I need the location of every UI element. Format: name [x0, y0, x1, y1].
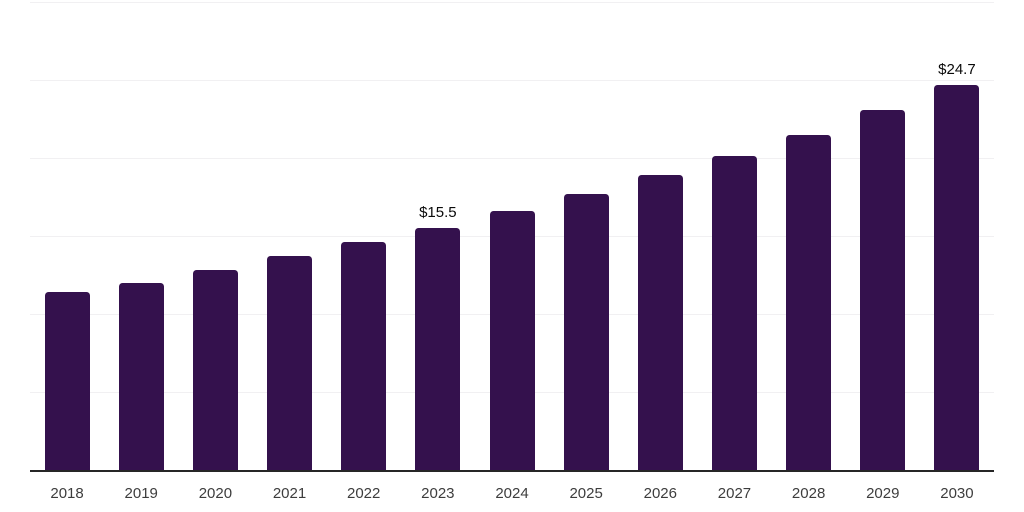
bar-2025 — [563, 193, 609, 470]
x-tick-2020: 2020 — [198, 485, 233, 502]
gridline-y-30 — [30, 2, 994, 3]
bar-value-label-2030: $24.7 — [938, 60, 976, 78]
x-tick-2023: 2023 — [421, 485, 455, 502]
bar-2030 — [934, 84, 980, 470]
x-tick-2025: 2025 — [569, 485, 603, 502]
bar-value-label-2023: $15.5 — [419, 204, 457, 222]
bar-2023 — [415, 228, 461, 470]
bar-2019 — [118, 282, 164, 470]
x-tick-2021: 2021 — [272, 485, 307, 502]
bar-2028 — [786, 134, 832, 470]
bar-2029 — [860, 109, 906, 470]
bar-2026 — [637, 175, 683, 470]
x-tick-2029: 2029 — [866, 485, 900, 502]
x-tick-2028: 2028 — [791, 485, 826, 502]
bar-2021 — [267, 256, 313, 470]
bar-2027 — [711, 156, 757, 470]
x-tick-2019: 2019 — [124, 485, 158, 502]
x-tick-2018: 2018 — [50, 485, 84, 502]
x-tick-2024: 2024 — [495, 485, 529, 502]
gridline-y-20 — [30, 158, 994, 159]
gridline-y-25 — [30, 80, 994, 81]
bar-2022 — [341, 242, 387, 470]
x-tick-2022: 2022 — [347, 485, 381, 502]
bar-2018 — [44, 292, 90, 470]
x-tick-2027: 2027 — [717, 485, 752, 502]
x-axis-line — [30, 470, 994, 472]
x-tick-2026: 2026 — [643, 485, 677, 502]
x-tick-2030: 2030 — [940, 485, 974, 502]
bar-2024 — [489, 211, 535, 470]
bar-2020 — [192, 270, 238, 470]
